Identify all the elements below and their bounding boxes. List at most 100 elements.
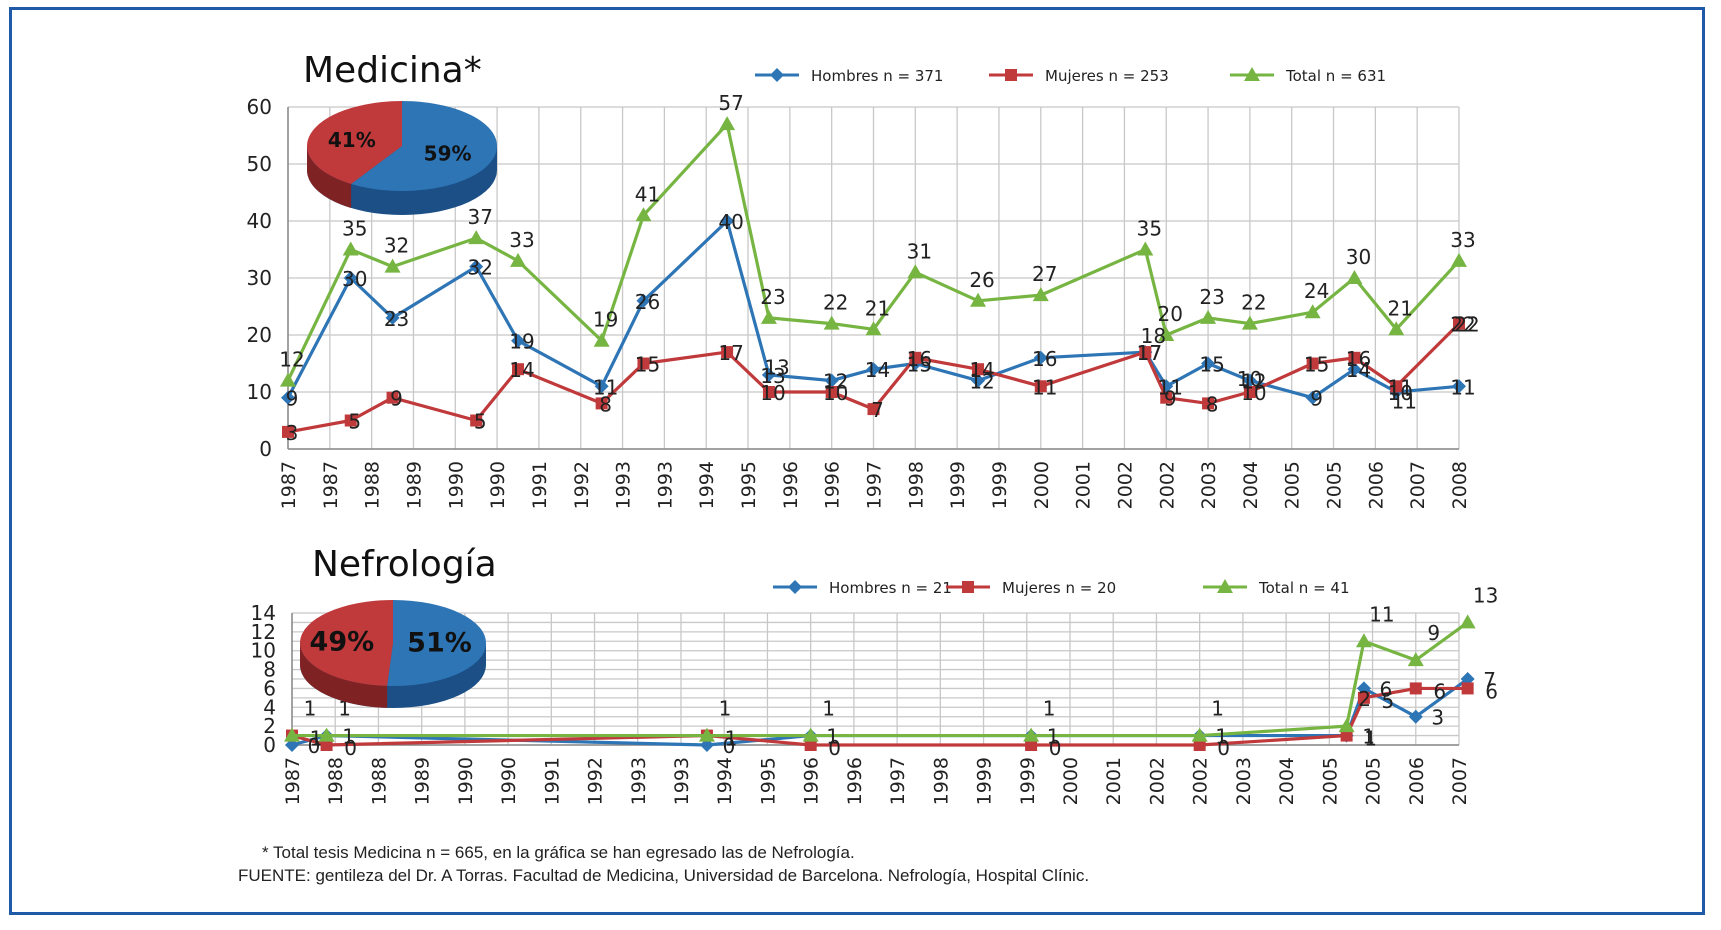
data-point-total [1459, 614, 1476, 629]
data-point-total [1191, 727, 1208, 742]
data-point-mujeres [972, 363, 985, 376]
data-label-hombres: 12 [823, 370, 848, 394]
x-tick-label: 2002 [1156, 461, 1178, 509]
data-point-total [1451, 252, 1467, 267]
data-label-hombres: 40 [718, 210, 743, 234]
data-label-hombres: 12 [969, 370, 994, 394]
data-label-hombres: 1 [1362, 725, 1375, 749]
data-label-total: 33 [1450, 228, 1475, 252]
data-label-total: 12 [279, 348, 304, 372]
pie-label-red: 49% [310, 626, 375, 657]
x-tick-label: 2002 [1146, 757, 1168, 805]
y-tick-label: 10 [251, 639, 276, 663]
data-label-hombres: 6 [1380, 677, 1393, 701]
data-label-mujeres: 10 [760, 381, 785, 405]
x-tick-label: 2001 [1103, 757, 1125, 805]
legend-marker [1217, 579, 1233, 593]
data-point-mujeres [1390, 380, 1403, 393]
x-tick-label: 2004 [1276, 757, 1298, 805]
x-tick-label: 1993 [654, 461, 676, 509]
data-point-mujeres [1193, 739, 1206, 751]
x-tick-label: 1994 [714, 757, 736, 805]
data-label-total: 13 [1473, 583, 1498, 607]
data-point-mujeres [1409, 682, 1422, 695]
x-tick-label: 1992 [585, 757, 607, 805]
y-tick-label: 40 [247, 209, 272, 233]
data-label-total: 32 [384, 234, 409, 258]
x-tick-label: 1991 [541, 757, 563, 805]
x-tick-label: 1988 [368, 757, 390, 805]
data-label-mujeres: 11 [1032, 375, 1057, 399]
data-label-total: 41 [635, 182, 660, 206]
legend-label: Hombres n = 21 [829, 579, 952, 597]
data-label-mujeres: 16 [907, 347, 932, 371]
data-label-mujeres: 0 [344, 736, 357, 760]
data-label-hombres: 11 [1158, 375, 1183, 399]
x-tick-label: 1996 [801, 757, 823, 805]
data-label-mujeres: 17 [718, 341, 743, 365]
y-tick-label: 60 [247, 95, 272, 119]
data-point-total [865, 321, 882, 336]
data-point-total [280, 372, 296, 387]
data-label-total: 33 [509, 228, 534, 252]
data-point-total [907, 264, 924, 279]
data-point-mujeres [1243, 386, 1256, 398]
pie-label-blue: 59% [424, 141, 472, 165]
data-label-total: 27 [1032, 262, 1057, 286]
data-point-mujeres [470, 414, 483, 427]
data-point-mujeres [1461, 682, 1474, 695]
data-label-hombres: 9 [1310, 387, 1323, 411]
pie-slice-blue [351, 100, 498, 191]
data-label-hombres: 14 [1346, 358, 1371, 382]
x-tick-label: 1999 [947, 461, 969, 509]
data-label-mujeres: 15 [635, 353, 660, 377]
data-label-total: 1 [1043, 697, 1056, 721]
data-point-total [970, 292, 987, 307]
data-label-hombres: 15 [1199, 353, 1224, 377]
x-tick-label: 1992 [571, 461, 593, 509]
x-tick-label: 1989 [412, 757, 434, 805]
data-label-total: 57 [718, 91, 743, 115]
data-point-total [1158, 327, 1175, 341]
y-tick-label: 2 [263, 714, 276, 738]
data-label-hombres: 7 [1483, 668, 1496, 692]
data-label-total: 1 [1211, 697, 1224, 721]
data-point-hombres [1033, 350, 1048, 365]
data-label-mujeres: 10 [1241, 381, 1266, 405]
data-point-total [635, 207, 652, 222]
legend-marker [770, 68, 784, 82]
data-label-hombres: 26 [635, 290, 660, 314]
data-point-mujeres [386, 391, 399, 404]
data-label-mujeres: 16 [1346, 347, 1371, 371]
data-point-mujeres [1453, 317, 1465, 330]
data-point-mujeres [867, 403, 880, 416]
data-label-hombres: 14 [865, 358, 890, 382]
data-label-extra: 10 [1237, 367, 1262, 391]
x-tick-label: 2007 [1449, 757, 1471, 805]
legend-marker [1244, 67, 1260, 81]
data-label-total: 23 [760, 285, 785, 309]
data-point-hombres [1201, 356, 1216, 371]
x-tick-label: 1997 [864, 461, 886, 509]
data-point-total [1032, 287, 1049, 302]
data-point-mujeres [825, 386, 838, 398]
data-point-hombres [761, 367, 776, 382]
data-label-mujeres: 3 [286, 421, 299, 445]
y-tick-label: 4 [263, 695, 276, 719]
x-tick-label: 1995 [738, 461, 760, 509]
data-label-mujeres: 10 [823, 381, 848, 405]
data-label-mujeres: 9 [1164, 387, 1177, 411]
legend-marker [962, 581, 974, 593]
data-label-hombres: 13 [760, 364, 785, 388]
x-tick-label: 1990 [487, 461, 509, 509]
y-tick-label: 6 [263, 676, 276, 700]
x-tick-label: 1996 [822, 461, 844, 509]
data-point-total [802, 727, 819, 742]
x-tick-label: 1987 [278, 461, 300, 509]
data-label-hombres: 12 [1241, 370, 1266, 394]
data-label-total: 35 [1137, 217, 1162, 241]
data-label-mujeres: 14 [969, 358, 994, 382]
x-tick-label: 1999 [989, 461, 1011, 509]
data-point-mujeres [1340, 729, 1353, 742]
